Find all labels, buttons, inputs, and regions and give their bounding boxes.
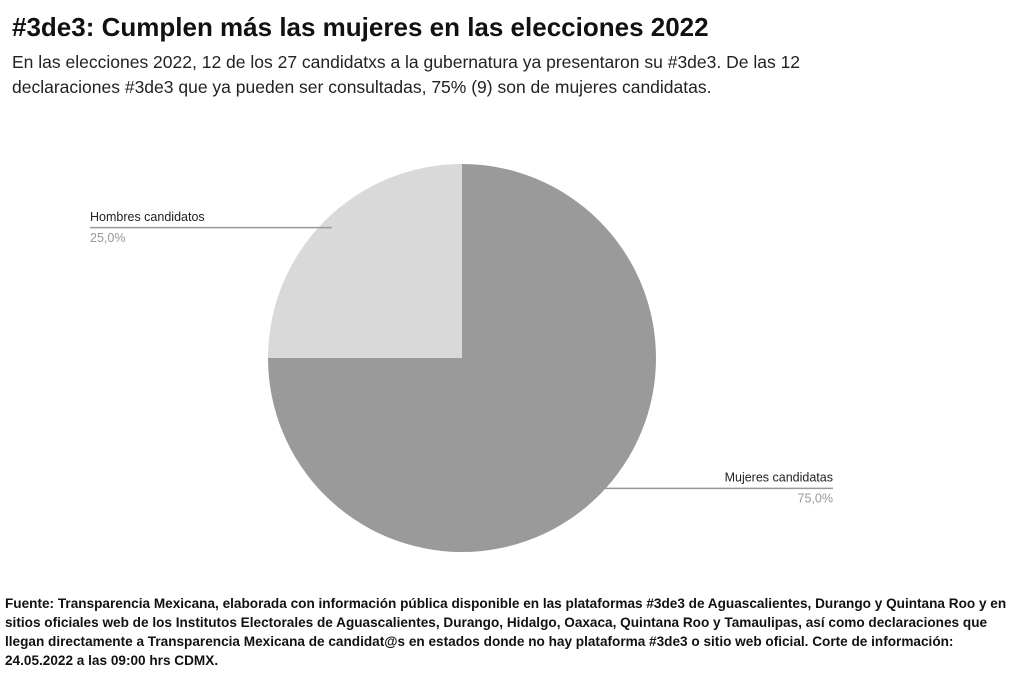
slice-label: Hombres candidatos	[90, 210, 205, 224]
pie-slice	[268, 164, 462, 358]
slice-label: Mujeres candidatas	[725, 471, 833, 485]
slice-value-label: 25,0%	[90, 231, 125, 245]
chart-subtitle: En las elecciones 2022, 12 de los 27 can…	[12, 52, 801, 97]
slice-value-label: 75,0%	[798, 492, 833, 506]
chart-title: #3de3: Cumplen más las mujeres en las el…	[12, 12, 709, 42]
chart: Mujeres candidatas 75,0% Hombres candidato…	[90, 164, 833, 552]
source-note: Fuente: Transparencia Mexicana, elaborad…	[5, 596, 1007, 668]
